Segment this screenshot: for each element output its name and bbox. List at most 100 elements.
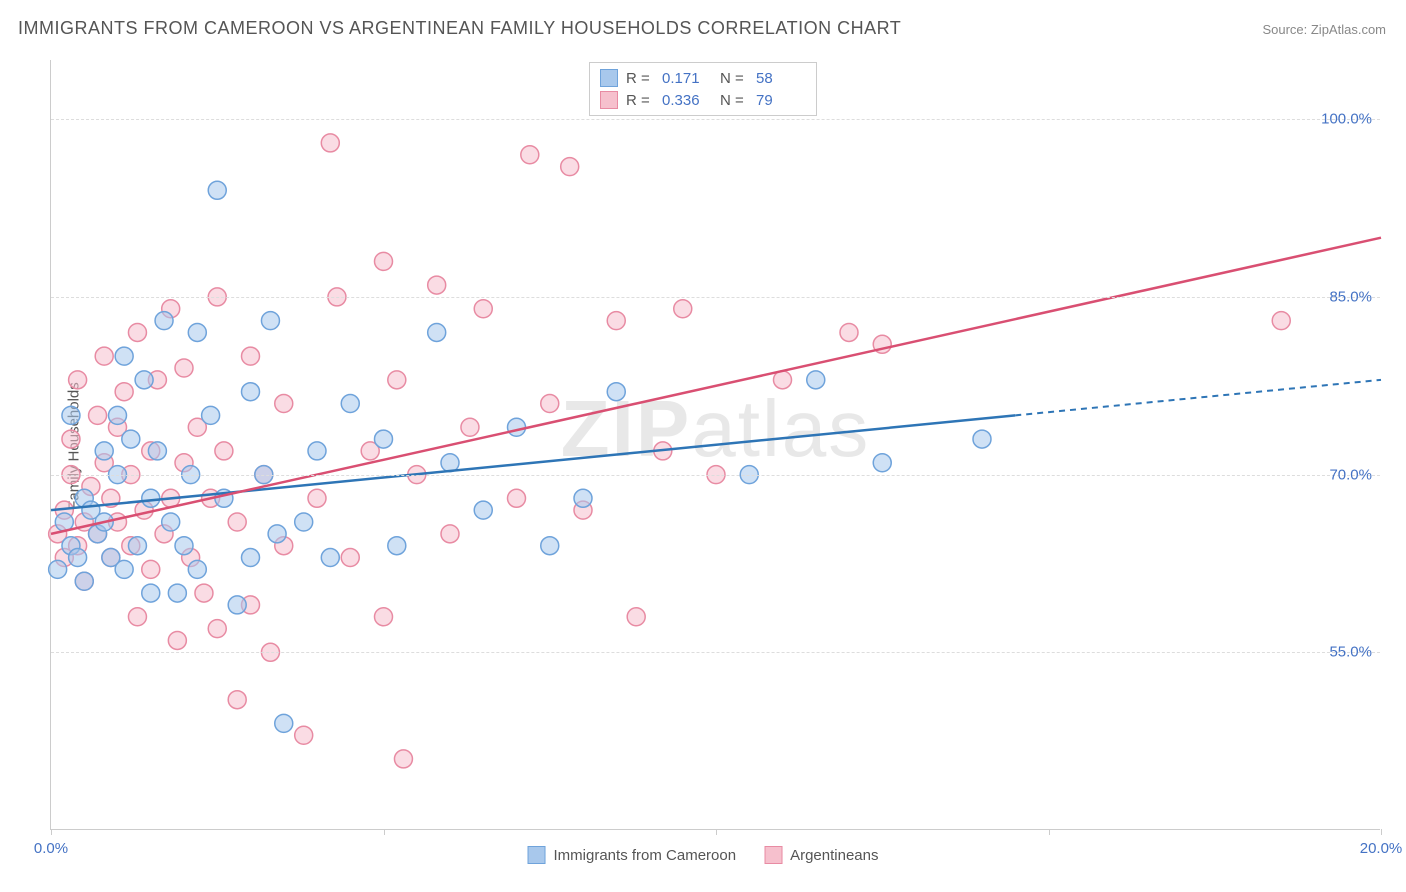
scatter-point bbox=[268, 525, 286, 543]
scatter-point bbox=[208, 620, 226, 638]
legend-row: R = 0.171 N = 58 bbox=[600, 67, 806, 89]
scatter-point bbox=[95, 442, 113, 460]
scatter-point bbox=[208, 181, 226, 199]
legend-r-value: 0.336 bbox=[662, 92, 712, 109]
scatter-point bbox=[195, 584, 213, 602]
legend-swatch bbox=[764, 846, 782, 864]
scatter-point bbox=[128, 537, 146, 555]
plot-area: ZIPatlas 55.0%70.0%85.0%100.0%0.0%20.0% bbox=[50, 60, 1380, 830]
scatter-point bbox=[115, 383, 133, 401]
scatter-point bbox=[275, 395, 293, 413]
legend-series-label: Immigrants from Cameroon bbox=[554, 847, 737, 864]
scatter-point bbox=[627, 608, 645, 626]
gridline bbox=[51, 475, 1380, 476]
legend-r-value: 0.171 bbox=[662, 70, 712, 87]
scatter-point bbox=[295, 513, 313, 531]
scatter-point bbox=[388, 371, 406, 389]
scatter-point bbox=[242, 383, 260, 401]
scatter-point bbox=[142, 560, 160, 578]
scatter-point bbox=[428, 276, 446, 294]
x-tick-mark bbox=[1381, 829, 1382, 835]
source-attribution: Source: ZipAtlas.com bbox=[1262, 22, 1386, 37]
scatter-point bbox=[49, 560, 67, 578]
legend-n-label: N = bbox=[720, 92, 748, 109]
scatter-point bbox=[321, 134, 339, 152]
scatter-point bbox=[69, 371, 87, 389]
correlation-legend: R = 0.171 N = 58 R = 0.336 N = 79 bbox=[589, 62, 817, 116]
gridline bbox=[51, 652, 1380, 653]
scatter-point bbox=[62, 406, 80, 424]
scatter-point bbox=[607, 312, 625, 330]
scatter-point bbox=[122, 430, 140, 448]
scatter-point bbox=[228, 691, 246, 709]
scatter-point bbox=[95, 347, 113, 365]
scatter-point bbox=[275, 714, 293, 732]
scatter-point bbox=[561, 158, 579, 176]
scatter-point bbox=[115, 347, 133, 365]
scatter-point bbox=[162, 513, 180, 531]
scatter-point bbox=[308, 489, 326, 507]
scatter-point bbox=[461, 418, 479, 436]
scatter-point bbox=[375, 608, 393, 626]
scatter-point bbox=[973, 430, 991, 448]
scatter-point bbox=[109, 406, 127, 424]
x-tick-label: 20.0% bbox=[1360, 840, 1403, 857]
scatter-point bbox=[341, 395, 359, 413]
scatter-point bbox=[428, 323, 446, 341]
y-tick-label: 100.0% bbox=[1321, 111, 1372, 128]
chart-svg bbox=[51, 60, 1380, 829]
scatter-point bbox=[188, 560, 206, 578]
scatter-point bbox=[135, 371, 153, 389]
x-tick-mark bbox=[716, 829, 717, 835]
scatter-point bbox=[508, 489, 526, 507]
legend-n-value: 79 bbox=[756, 92, 806, 109]
scatter-point bbox=[69, 549, 87, 567]
scatter-point bbox=[228, 596, 246, 614]
chart-title: IMMIGRANTS FROM CAMEROON VS ARGENTINEAN … bbox=[18, 18, 901, 39]
scatter-point bbox=[175, 359, 193, 377]
y-tick-label: 70.0% bbox=[1329, 466, 1372, 483]
scatter-point bbox=[375, 430, 393, 448]
scatter-point bbox=[202, 406, 220, 424]
scatter-point bbox=[295, 726, 313, 744]
legend-row: R = 0.336 N = 79 bbox=[600, 89, 806, 111]
x-tick-mark bbox=[384, 829, 385, 835]
scatter-point bbox=[474, 501, 492, 519]
scatter-point bbox=[375, 252, 393, 270]
legend-r-label: R = bbox=[626, 92, 654, 109]
scatter-point bbox=[1272, 312, 1290, 330]
scatter-point bbox=[394, 750, 412, 768]
scatter-point bbox=[115, 560, 133, 578]
scatter-point bbox=[242, 347, 260, 365]
scatter-point bbox=[228, 513, 246, 531]
scatter-point bbox=[474, 300, 492, 318]
legend-item: Argentineans bbox=[764, 846, 878, 864]
scatter-point bbox=[142, 584, 160, 602]
x-tick-mark bbox=[1049, 829, 1050, 835]
series-legend: Immigrants from Cameroon Argentineans bbox=[528, 846, 879, 864]
scatter-point bbox=[541, 395, 559, 413]
scatter-point bbox=[541, 537, 559, 555]
scatter-point bbox=[261, 312, 279, 330]
scatter-point bbox=[607, 383, 625, 401]
scatter-point bbox=[168, 631, 186, 649]
gridline bbox=[51, 297, 1380, 298]
scatter-point bbox=[62, 430, 80, 448]
y-tick-label: 55.0% bbox=[1329, 644, 1372, 661]
scatter-point bbox=[308, 442, 326, 460]
scatter-point bbox=[242, 549, 260, 567]
scatter-point bbox=[674, 300, 692, 318]
scatter-point bbox=[142, 489, 160, 507]
scatter-point bbox=[148, 442, 166, 460]
legend-n-value: 58 bbox=[756, 70, 806, 87]
scatter-point bbox=[574, 489, 592, 507]
scatter-point bbox=[75, 572, 93, 590]
y-tick-label: 85.0% bbox=[1329, 288, 1372, 305]
scatter-point bbox=[155, 312, 173, 330]
scatter-point bbox=[441, 525, 459, 543]
scatter-point bbox=[89, 406, 107, 424]
legend-item: Immigrants from Cameroon bbox=[528, 846, 737, 864]
legend-series-label: Argentineans bbox=[790, 847, 878, 864]
scatter-point bbox=[128, 323, 146, 341]
legend-swatch bbox=[600, 69, 618, 87]
